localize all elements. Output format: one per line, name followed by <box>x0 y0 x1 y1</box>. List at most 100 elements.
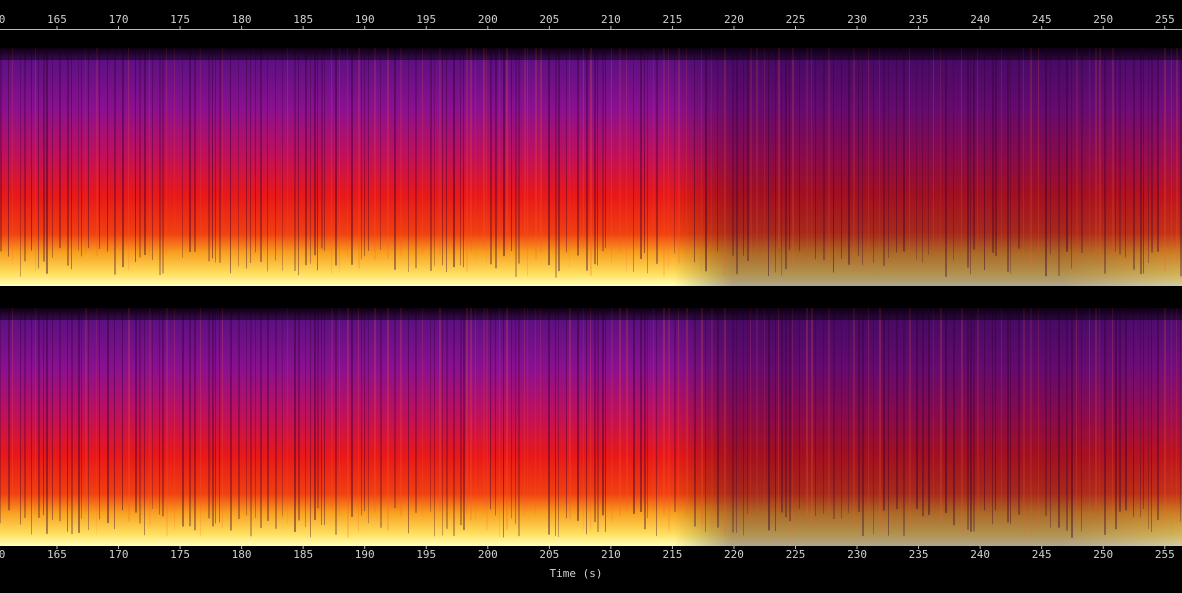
streak <box>1180 308 1181 522</box>
streak <box>1081 308 1082 532</box>
streak <box>1148 48 1149 263</box>
streak <box>909 48 910 252</box>
streak <box>324 48 325 251</box>
streak <box>967 48 969 268</box>
streak <box>602 308 604 516</box>
streak <box>52 48 53 258</box>
streak <box>756 308 758 511</box>
streak <box>194 48 196 252</box>
streak <box>490 48 492 265</box>
streak <box>953 48 954 261</box>
streak <box>524 48 526 249</box>
streak <box>1023 48 1024 257</box>
streak <box>20 308 21 525</box>
streak <box>1030 308 1032 537</box>
streak <box>162 308 164 517</box>
streak <box>8 48 9 257</box>
streak <box>24 308 26 518</box>
streak <box>495 48 497 269</box>
streak <box>1125 308 1127 511</box>
streak <box>799 48 800 252</box>
streak <box>768 48 769 277</box>
streak <box>644 308 646 530</box>
streak <box>1050 48 1051 255</box>
x-tick-label-bottom: 180 <box>232 548 252 561</box>
streak <box>475 308 476 521</box>
streak <box>1125 48 1126 258</box>
streak <box>361 48 362 260</box>
streak <box>152 48 153 261</box>
streak <box>896 48 897 253</box>
x-tick-label-top: 215 <box>662 13 682 26</box>
streak <box>1115 308 1117 530</box>
streak <box>503 308 504 538</box>
streak <box>736 308 737 533</box>
streak <box>230 48 231 274</box>
streak <box>506 308 508 530</box>
streak <box>1119 48 1121 255</box>
streak <box>633 48 634 272</box>
x-tick-label-bottom: 215 <box>662 548 682 561</box>
streak <box>792 308 793 537</box>
streak <box>933 308 934 511</box>
streak <box>408 308 409 534</box>
streak <box>114 308 115 530</box>
streak <box>823 308 824 514</box>
streak <box>577 48 579 256</box>
streak <box>548 48 550 266</box>
streak <box>310 48 311 264</box>
streak <box>1045 308 1047 516</box>
streak <box>1157 308 1159 520</box>
streak <box>503 48 505 257</box>
streak <box>967 308 969 530</box>
streak <box>674 308 676 512</box>
streak <box>590 48 592 276</box>
streak <box>1133 48 1135 270</box>
streak <box>569 48 570 269</box>
streak <box>903 308 905 536</box>
streak <box>862 48 863 266</box>
streak <box>298 308 300 521</box>
streak <box>1151 308 1152 533</box>
streak <box>619 48 621 253</box>
streak <box>442 48 443 266</box>
streak <box>995 308 996 511</box>
streak <box>515 48 517 277</box>
streak <box>590 308 591 531</box>
streak <box>387 48 389 259</box>
x-tick-label-bottom: 235 <box>909 548 929 561</box>
streak <box>149 48 150 259</box>
x-tick-label-top: 250 <box>1093 13 1113 26</box>
streak <box>321 308 322 525</box>
streak <box>71 48 72 270</box>
streak <box>495 308 496 516</box>
channel-1-shade <box>0 48 1182 286</box>
streak <box>430 308 431 512</box>
streak <box>1104 308 1106 535</box>
x-tick-label-top: 185 <box>293 13 313 26</box>
streak <box>31 308 32 535</box>
streak <box>1089 308 1090 517</box>
streak <box>736 48 738 275</box>
streak <box>785 308 787 518</box>
streak <box>275 48 276 261</box>
streak <box>785 48 787 270</box>
streak <box>626 308 628 512</box>
streak <box>215 48 216 263</box>
streak <box>853 48 855 272</box>
streak <box>995 48 997 256</box>
streak <box>945 308 947 513</box>
streak <box>38 48 39 269</box>
streak <box>778 308 779 514</box>
streak <box>977 308 979 516</box>
streak <box>970 308 972 532</box>
streak <box>511 48 512 252</box>
x-tick-label-top: 210 <box>601 13 621 26</box>
streak <box>1066 308 1068 531</box>
streak <box>339 48 340 272</box>
streak <box>317 308 319 509</box>
streak <box>1115 48 1116 252</box>
streak <box>0 308 1 524</box>
streak <box>970 48 971 275</box>
streak <box>434 48 435 266</box>
